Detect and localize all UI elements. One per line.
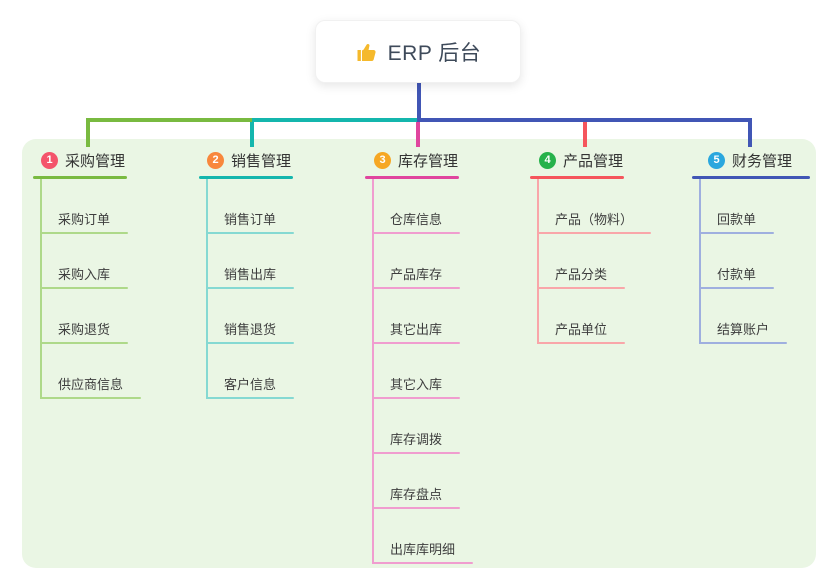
child-underline — [372, 397, 460, 399]
child-underline — [206, 397, 294, 399]
child-trunk-line — [206, 179, 208, 399]
root-node-title: ERP 后台 — [387, 41, 482, 65]
branch-underline — [530, 176, 624, 179]
branch-title: 采购管理 — [65, 153, 126, 170]
child-underline — [537, 287, 625, 289]
branches-panel — [22, 139, 816, 568]
child-underline — [537, 232, 651, 234]
child-node[interactable]: 库存调拨 — [390, 432, 443, 447]
bus-segment-1 — [86, 118, 252, 122]
child-underline — [40, 397, 141, 399]
child-node[interactable]: 其它出库 — [390, 322, 443, 337]
child-trunk-line — [40, 179, 42, 399]
root-node[interactable]: ERP 后台 — [315, 20, 521, 83]
child-underline — [699, 342, 787, 344]
branch-number-badge: 2 — [207, 152, 224, 169]
child-node[interactable]: 采购订单 — [58, 212, 111, 227]
child-node[interactable]: 产品单位 — [555, 322, 608, 337]
child-node[interactable]: 其它入库 — [390, 377, 443, 392]
child-node[interactable]: 产品分类 — [555, 267, 608, 282]
child-underline — [206, 287, 294, 289]
branch-connector-line — [416, 122, 420, 147]
branch-number-badge: 5 — [708, 152, 725, 169]
child-underline — [699, 287, 774, 289]
child-node[interactable]: 销售出库 — [224, 267, 277, 282]
branch-connector-line — [250, 122, 254, 147]
branch-underline — [692, 176, 810, 179]
branch-node-4[interactable]: 4 产品管理 — [539, 150, 623, 171]
branch-number-badge: 3 — [374, 152, 391, 169]
branch-underline — [365, 176, 459, 179]
child-node[interactable]: 付款单 — [717, 267, 757, 282]
bus-segment-2 — [252, 118, 419, 122]
child-underline — [40, 232, 128, 234]
child-underline — [206, 232, 294, 234]
child-node[interactable]: 产品（物料） — [555, 212, 634, 227]
child-node[interactable]: 产品库存 — [390, 267, 443, 282]
branch-connector-line — [583, 122, 587, 147]
child-node[interactable]: 供应商信息 — [58, 377, 124, 392]
branch-connector-line — [748, 122, 752, 147]
child-trunk-line — [699, 179, 701, 344]
child-node[interactable]: 销售退货 — [224, 322, 277, 337]
branch-node-3[interactable]: 3 库存管理 — [374, 150, 458, 171]
child-underline — [40, 342, 128, 344]
branch-underline — [199, 176, 293, 179]
child-trunk-line — [372, 179, 374, 564]
branch-title: 产品管理 — [563, 153, 624, 170]
root-connector-line — [417, 83, 421, 122]
child-node[interactable]: 结算账户 — [717, 322, 770, 337]
branch-underline — [33, 176, 127, 179]
child-underline — [372, 342, 460, 344]
child-node[interactable]: 仓库信息 — [390, 212, 443, 227]
child-underline — [206, 342, 294, 344]
child-underline — [372, 287, 460, 289]
thumbs-up-icon — [355, 40, 379, 64]
branch-node-1[interactable]: 1 采购管理 — [41, 150, 125, 171]
branch-number-badge: 4 — [539, 152, 556, 169]
child-underline — [372, 452, 460, 454]
branch-node-5[interactable]: 5 财务管理 — [708, 150, 792, 171]
bus-segment-3 — [417, 118, 752, 122]
branch-title: 财务管理 — [732, 153, 793, 170]
child-node[interactable]: 库存盘点 — [390, 487, 443, 502]
branch-title: 销售管理 — [231, 153, 292, 170]
child-underline — [537, 342, 625, 344]
child-trunk-line — [537, 179, 539, 344]
child-underline — [372, 562, 473, 564]
child-node[interactable]: 回款单 — [717, 212, 757, 227]
child-underline — [372, 232, 460, 234]
branch-connector-line — [86, 122, 90, 147]
branch-number-badge: 1 — [41, 152, 58, 169]
branch-node-2[interactable]: 2 销售管理 — [207, 150, 291, 171]
child-node[interactable]: 采购退货 — [58, 322, 111, 337]
child-node[interactable]: 采购入库 — [58, 267, 111, 282]
child-underline — [40, 287, 128, 289]
branch-title: 库存管理 — [398, 153, 459, 170]
child-underline — [699, 232, 774, 234]
child-node[interactable]: 出库库明细 — [390, 542, 456, 557]
child-node[interactable]: 销售订单 — [224, 212, 277, 227]
child-node[interactable]: 客户信息 — [224, 377, 277, 392]
child-underline — [372, 507, 460, 509]
